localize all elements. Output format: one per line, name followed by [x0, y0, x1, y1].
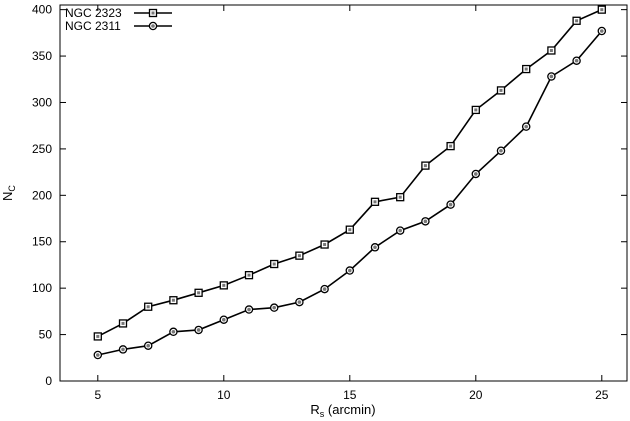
data-point-circle	[547, 72, 556, 81]
x-axis-label: Rs (arcmin)	[310, 402, 375, 419]
y-tick-label: 150	[32, 235, 52, 249]
data-point-square	[194, 288, 203, 297]
data-point-circle	[345, 266, 355, 275]
data-point-square	[547, 46, 556, 55]
data-point-circle	[219, 315, 229, 324]
data-point-square	[370, 197, 380, 206]
data-point-circle	[269, 303, 279, 312]
legend-marker-circle	[148, 21, 158, 31]
data-point-circle	[320, 284, 329, 294]
data-point-circle	[471, 169, 481, 179]
data-point-circle	[496, 146, 506, 156]
data-point-square	[295, 251, 304, 260]
series-layer	[93, 5, 607, 360]
y-tick-label: 300	[32, 95, 52, 109]
y-tick-label: 100	[32, 281, 52, 295]
data-point-square	[522, 64, 531, 74]
data-point-square	[144, 302, 153, 311]
y-tick-label: 250	[32, 142, 52, 156]
y-tick-label: 200	[32, 188, 52, 202]
data-point-square	[169, 296, 178, 305]
series-line-2	[97, 30, 603, 356]
x-tick-label: 10	[217, 388, 231, 402]
data-point-square	[219, 281, 228, 290]
legend-label-2: NGC 2311	[65, 19, 121, 33]
data-point-square	[396, 193, 405, 202]
x-tick-label: 25	[595, 388, 609, 402]
data-point-square	[244, 271, 254, 280]
legend-marker-square	[148, 8, 158, 18]
data-point-square	[345, 225, 354, 234]
y-tick-label: 0	[45, 374, 52, 388]
data-point-circle	[295, 297, 304, 307]
data-point-circle	[143, 341, 153, 350]
y-tick-label: 50	[39, 328, 53, 342]
legend-label-1: NGC 2323	[65, 6, 122, 20]
series-line-1	[97, 8, 603, 338]
data-point-square	[597, 5, 606, 14]
data-point-square	[270, 259, 279, 269]
data-point-square	[446, 141, 455, 151]
x-tick-label: 20	[469, 388, 483, 402]
x-tick-label: 15	[343, 388, 357, 402]
data-point-circle	[93, 350, 103, 360]
data-point-circle	[572, 56, 581, 65]
data-point-circle	[118, 345, 128, 354]
data-point-circle	[521, 122, 531, 131]
y-tick-label: 350	[32, 49, 52, 63]
y-tick-label: 400	[32, 3, 52, 17]
data-point-circle	[395, 226, 405, 235]
data-point-circle	[244, 305, 254, 314]
data-point-circle	[169, 327, 178, 337]
data-point-square	[320, 240, 329, 249]
x-tick-label: 5	[94, 388, 101, 402]
data-point-circle	[597, 26, 607, 36]
data-point-square	[421, 161, 430, 170]
data-point-square	[471, 105, 480, 115]
plot-frame	[59, 4, 628, 382]
data-point-circle	[370, 243, 380, 252]
data-point-square	[93, 332, 102, 341]
data-point-square	[572, 16, 581, 25]
data-point-circle	[194, 325, 203, 335]
data-point-circle	[421, 217, 430, 226]
data-point-square	[118, 319, 128, 328]
y-axis-label: NC	[0, 185, 17, 201]
data-point-square	[496, 86, 506, 95]
data-point-circle	[446, 200, 455, 209]
